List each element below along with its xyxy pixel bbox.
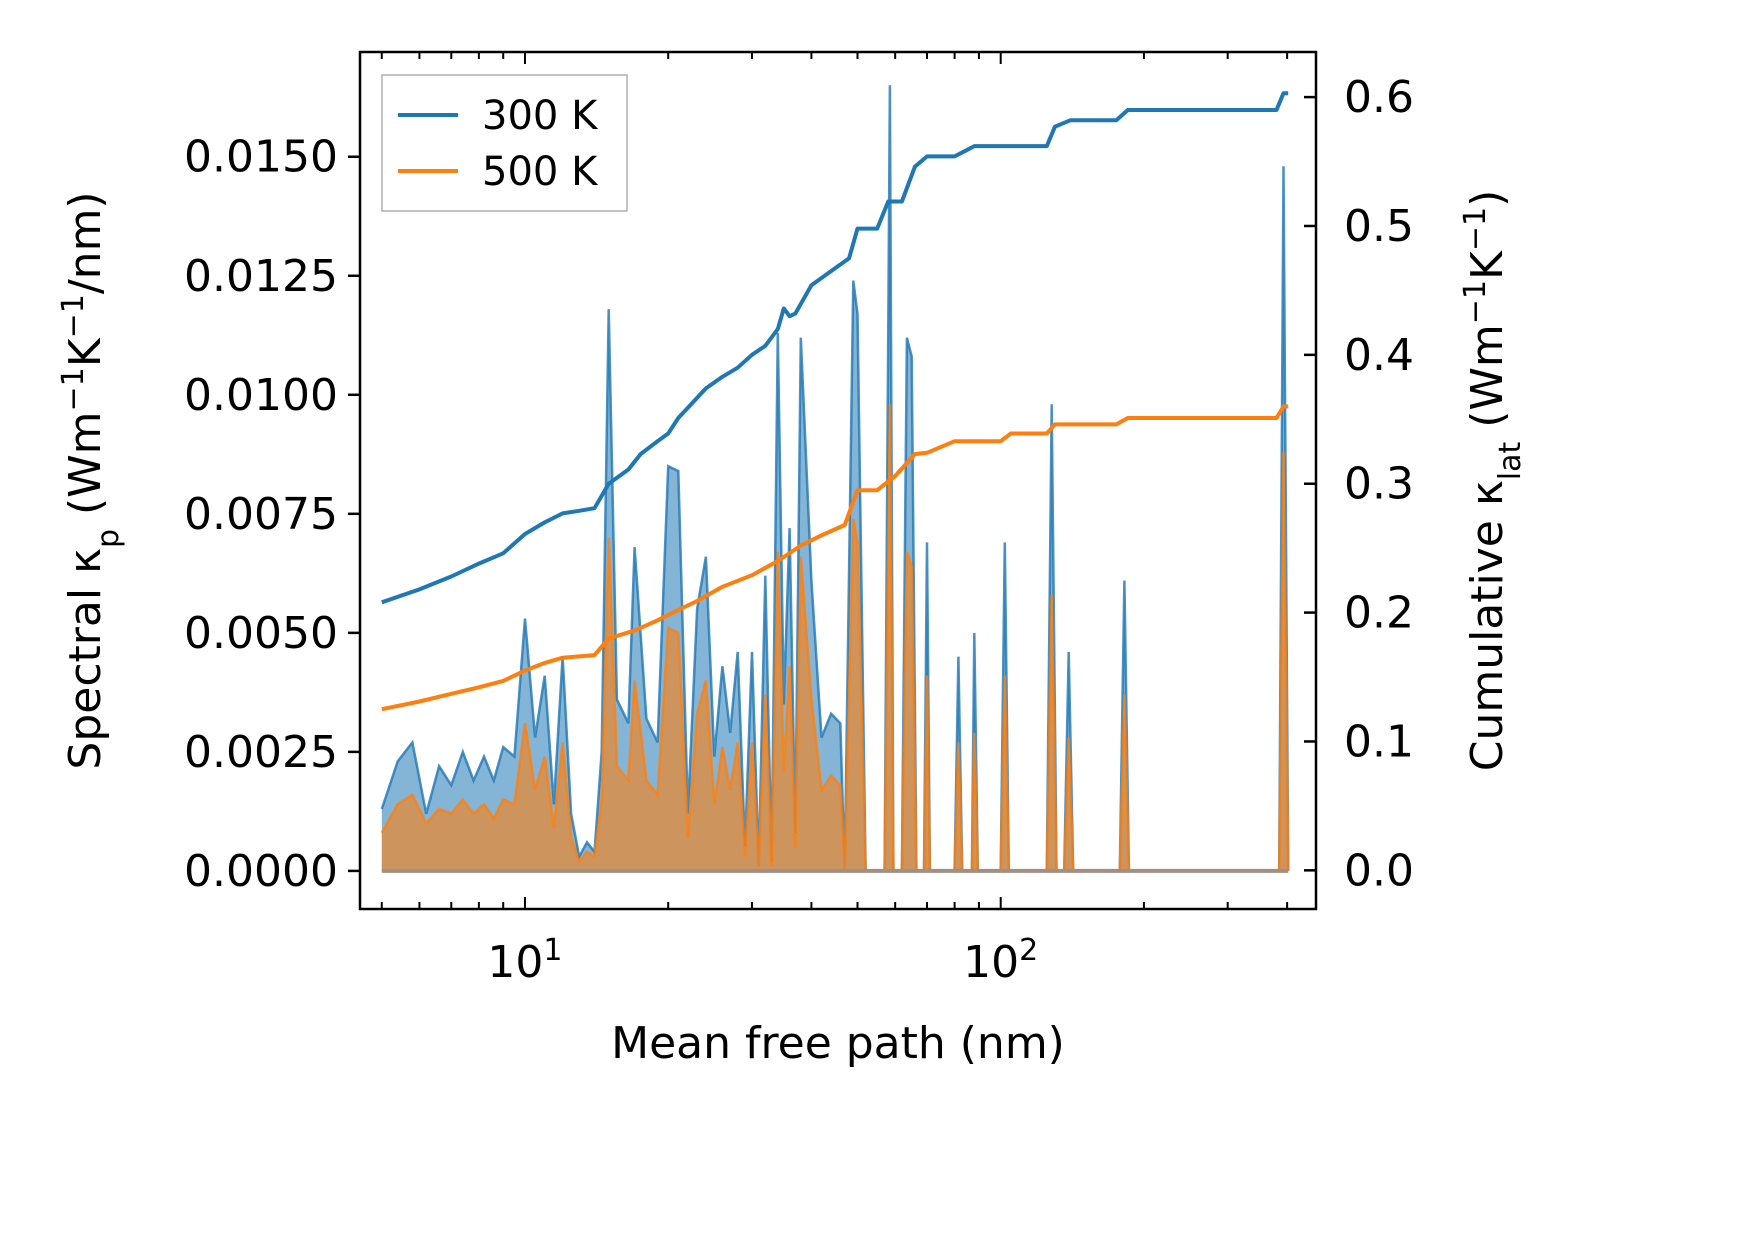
y-right-title-main: Cumulative κ [1462, 480, 1513, 771]
y-right-title-unit3: ) [1462, 190, 1513, 207]
legend: 300 K 500 K [381, 74, 628, 212]
y-left-tick-label: 0.0000 [184, 846, 338, 897]
cumulative-line-500k [381, 404, 1289, 712]
legend-label-500k: 500 K [482, 149, 599, 195]
y-right-title-sup1: −1 [1458, 280, 1493, 324]
y-left-tick-label: 0.0050 [184, 608, 338, 659]
y-right-tick-label: 0.6 [1344, 72, 1414, 123]
cumulative-lines [381, 91, 1289, 712]
y-right-tick-label: 0.4 [1344, 330, 1414, 381]
x-tick-label-base: 10 [963, 937, 1019, 988]
ticks [348, 52, 1316, 909]
y-left-tick-label: 0.0150 [184, 132, 338, 183]
y-right-tick-label: 0.1 [1344, 716, 1414, 767]
y-right-tick-label: 0.5 [1344, 201, 1414, 252]
spectral-fills [380, 85, 1290, 873]
spectral-area-500k [381, 404, 1289, 871]
tick-labels: 0.00000.00250.00500.00750.01000.01250.01… [184, 72, 1414, 988]
x-tick-label: 101 [487, 933, 562, 989]
plot-area [380, 85, 1290, 873]
cumulative-line-300k [381, 91, 1289, 605]
y-left-tick-label: 0.0100 [184, 370, 338, 421]
y-left-title-sub: p [91, 529, 126, 548]
y-right-tick-label: 0.2 [1344, 588, 1414, 639]
y-left-title-unit3: /nm) [60, 191, 111, 294]
y-left-tick-label: 0.0025 [184, 727, 338, 778]
y-right-title-sub: lat [1493, 442, 1528, 481]
y-right-tick-label: 0.0 [1344, 845, 1414, 896]
y-left-tick-label: 0.0075 [184, 489, 338, 540]
y-left-title-unit2: K [60, 337, 111, 367]
y-left-title-sup1: −1 [56, 367, 91, 411]
y-right-axis-title: Cumulative κlat (Wm−1K−1) [1458, 190, 1528, 772]
x-tick-label-exponent: 2 [1019, 933, 1038, 968]
y-left-tick-label: 0.0125 [184, 251, 338, 302]
legend-label-300k: 300 K [482, 93, 599, 139]
y-left-title-main: Spectral κ [60, 548, 111, 770]
y-right-tick-label: 0.3 [1344, 459, 1414, 510]
y-left-axis-title: Spectral κp (Wm−1K−1/nm) [56, 191, 126, 769]
y-right-title-unit2: K [1462, 250, 1513, 280]
x-tick-label-exponent: 1 [543, 933, 562, 968]
y-right-title-sup2: −1 [1458, 207, 1493, 251]
y-right-title-unit1: (Wm [1462, 324, 1513, 442]
x-tick-label-base: 10 [487, 937, 543, 988]
axes-frame [358, 50, 1318, 911]
legend-box [381, 74, 628, 212]
x-tick-label: 102 [963, 933, 1038, 989]
y-left-title-unit1: (Wm [60, 411, 111, 529]
x-axis-title: Mean free path (nm) [611, 1018, 1065, 1069]
y-left-title-sup2: −1 [56, 294, 91, 338]
